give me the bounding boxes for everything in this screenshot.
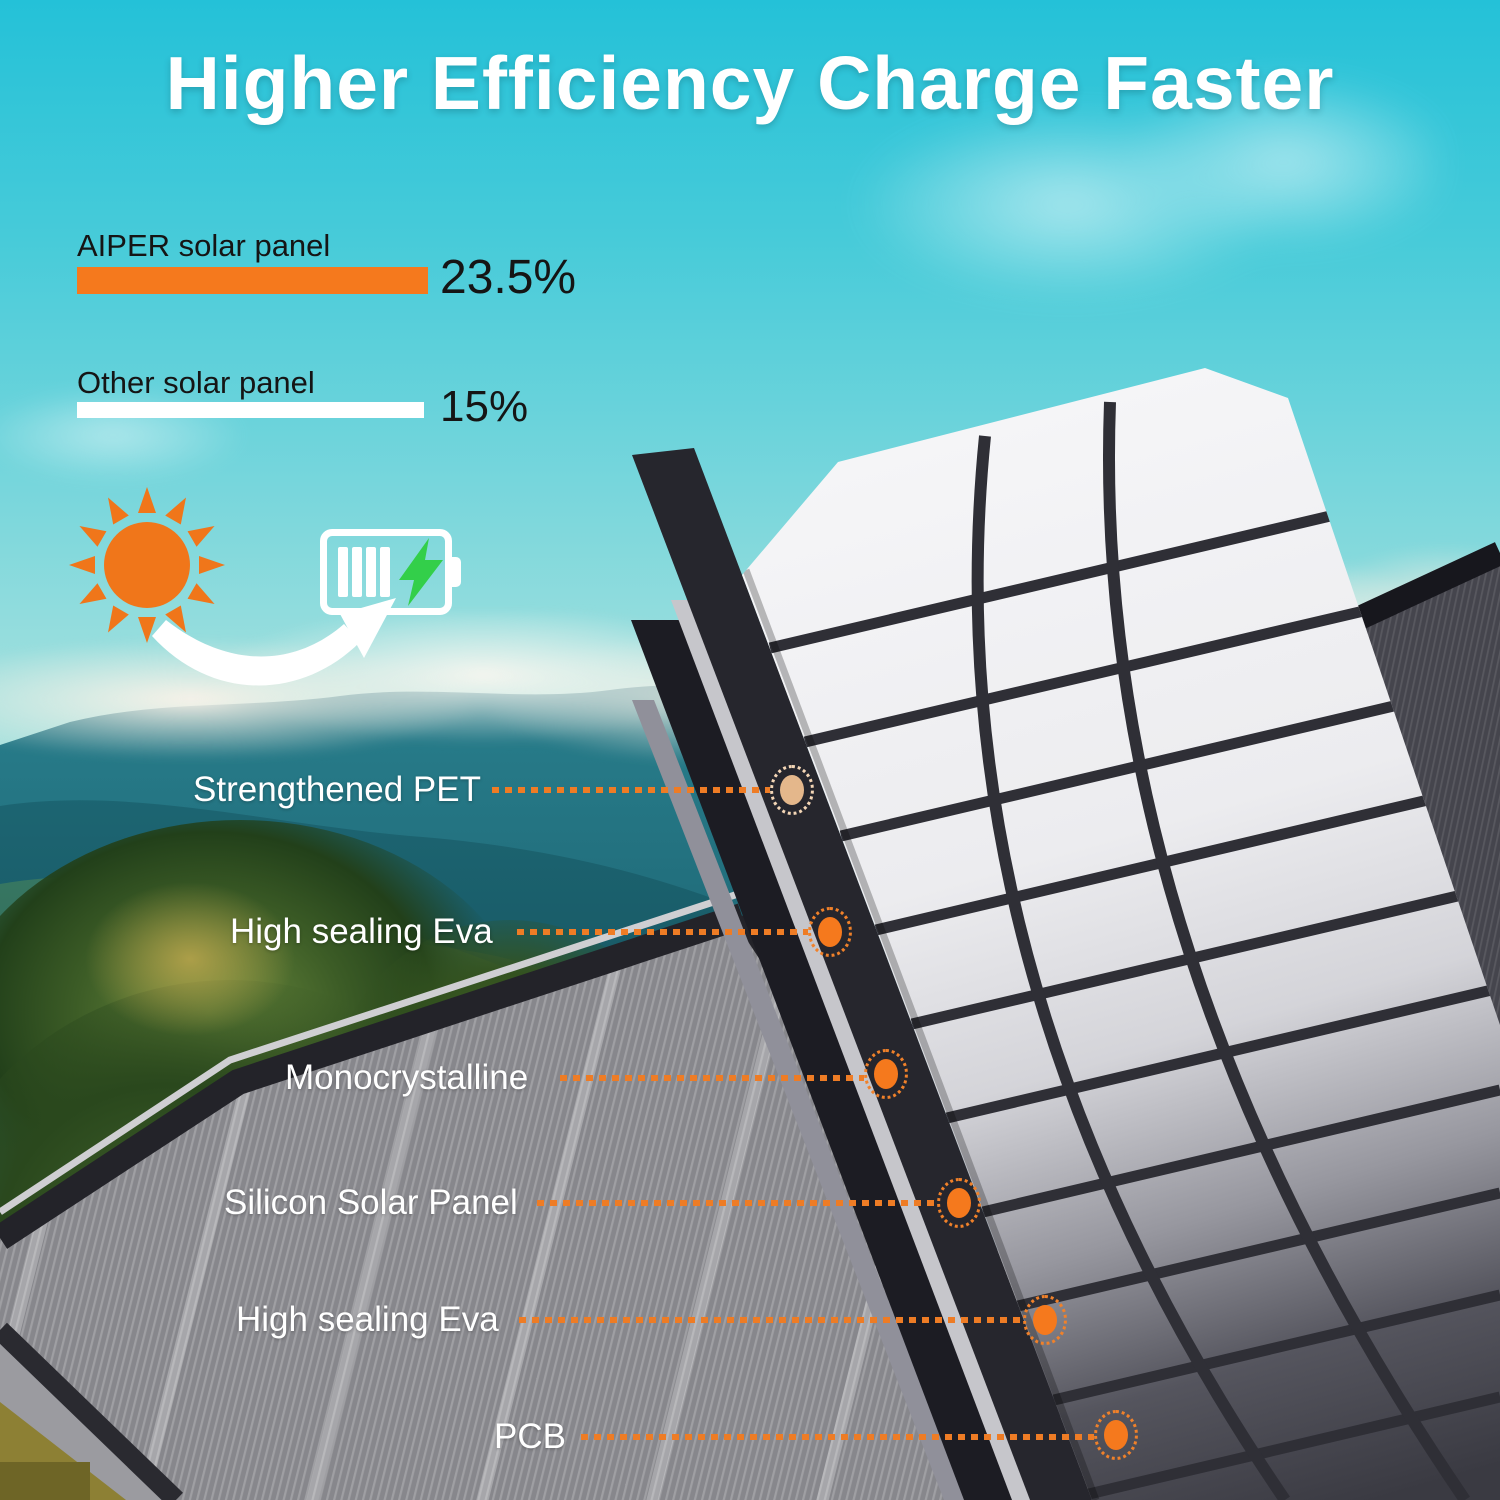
bar-label-other: Other solar panel [77,365,315,400]
layer-marker-icon [864,1049,908,1099]
white-cell-panel [742,368,1500,1500]
battery-cell [366,547,376,597]
sun-icon [69,487,225,643]
curved-arrow-icon [152,598,396,686]
bar-label-aiper: AIPER solar panel [77,228,331,263]
bar-other [77,402,424,418]
layer-marker-icon [1094,1410,1138,1460]
callout-label-high-sealing-eva-top: High sealing Eva [230,912,493,951]
callout-line [519,1317,1023,1323]
layer-marker-icon [937,1178,981,1228]
callout-label-high-sealing-eva-bottom: High sealing Eva [236,1300,499,1339]
bar-aiper [77,267,428,294]
battery-cell [338,547,348,597]
callout-line [560,1075,864,1081]
callout-label-pcb: PCB [494,1417,566,1456]
callout-label-strengthened-pet: Strengthened PET [193,770,481,809]
page-title: Higher Efficiency Charge Faster [165,41,1335,125]
callout-label-monocrystalline: Monocrystalline [285,1058,529,1097]
folded-gray-panel [0,890,1134,1500]
layer-marker-icon [770,765,814,815]
callout-line [581,1434,1094,1440]
callout-label-silicon-solar-panel: Silicon Solar Panel [224,1183,518,1222]
battery-nub [450,557,461,587]
bar-value-other: 15% [440,382,529,431]
callout-line [492,787,770,793]
lightning-bolt-icon [399,538,443,606]
layer-marker-icon [1023,1295,1067,1345]
grass-corner [0,1462,90,1500]
callout-line [537,1200,937,1206]
bar-value-aiper: 23.5% [440,251,577,304]
battery-cell [380,547,390,597]
layer-marker-icon [808,907,852,957]
battery-cell [352,547,362,597]
callout-line [517,929,808,935]
layer-stack-edges [631,448,1092,1500]
